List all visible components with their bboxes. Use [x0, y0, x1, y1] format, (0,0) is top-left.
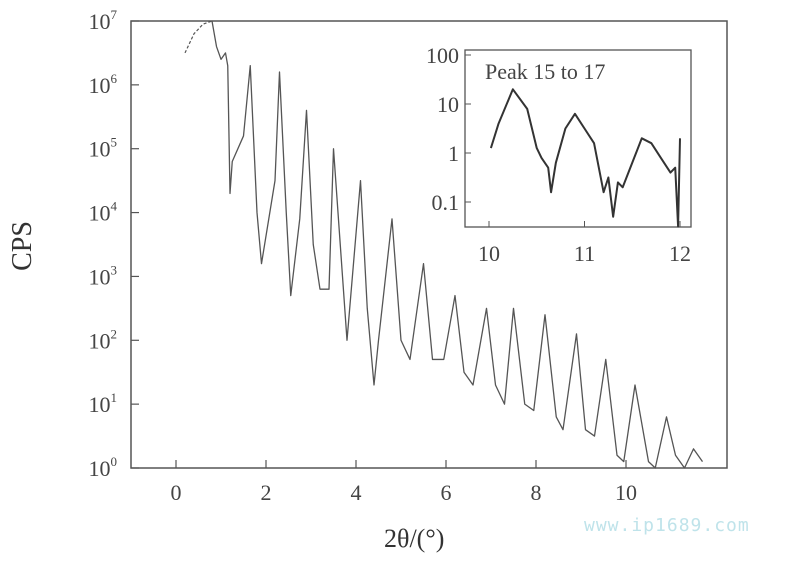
y-axis-label: CPS	[6, 221, 38, 271]
y-tick-label: 103	[89, 262, 118, 289]
inset-x-tick-label: 10	[478, 241, 500, 266]
y-tick-label: 106	[89, 71, 118, 98]
inset-frame	[464, 49, 692, 228]
inset-y-tick-label: 1	[448, 141, 459, 166]
y-tick-label: 100	[89, 454, 118, 481]
y-tick-label: 107	[89, 7, 118, 34]
x-tick-label: 10	[615, 480, 637, 505]
inset-x-tick-label: 11	[574, 241, 595, 266]
series-line-dashed	[184, 20, 213, 54]
inset-y-tick-label: 0.1	[432, 190, 460, 215]
x-tick-label: 2	[261, 480, 272, 505]
inset-title: Peak 15 to 17	[485, 59, 605, 84]
x-tick-label: 8	[531, 480, 542, 505]
y-tick-label: 101	[89, 390, 118, 417]
x-tick-label: 0	[171, 480, 182, 505]
x-axis-label: 2θ/(°)	[384, 524, 445, 553]
inset-series-line	[489, 88, 681, 228]
y-tick-label: 102	[89, 326, 118, 353]
y-tick-label: 105	[89, 135, 118, 162]
inset-x-tick-label: 12	[669, 241, 691, 266]
y-tick-label: 104	[89, 199, 118, 226]
x-tick-label: 4	[351, 480, 362, 505]
inset-y-tick-label: 10	[437, 92, 459, 117]
series-line	[211, 20, 704, 469]
x-tick-label: 6	[441, 480, 452, 505]
inset-y-tick-label: 100	[426, 43, 459, 68]
plot-frame	[130, 20, 728, 469]
watermark: www.ip1689.com	[584, 515, 750, 536]
